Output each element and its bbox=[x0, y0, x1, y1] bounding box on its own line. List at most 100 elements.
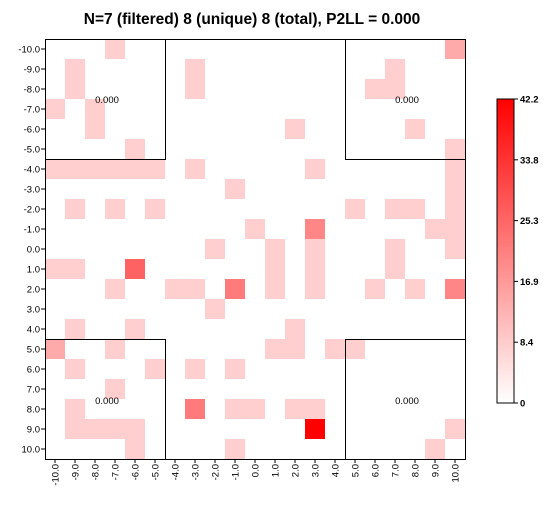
x-axis-ticks: -10.0 -9.0 -8.0 -7.0 -6.0 -5.0 -4.0 -3.0 -2.0 -1.… bbox=[51, 459, 462, 486]
heatmap-cell bbox=[305, 419, 325, 439]
heatmap-cell bbox=[185, 359, 205, 379]
y-tick-label: -7.0 bbox=[24, 105, 40, 116]
heatmap-cell bbox=[325, 339, 345, 359]
heatmap-cell bbox=[445, 179, 465, 199]
y-tick-label: 0.0 bbox=[27, 245, 40, 256]
y-tick-label: 4.0 bbox=[27, 325, 40, 336]
heatmap-cell bbox=[265, 239, 285, 259]
x-tick-label: -1.0 bbox=[231, 464, 242, 480]
heatmap-cell bbox=[285, 399, 305, 419]
heatmap-cell bbox=[145, 199, 165, 219]
heatmap-cell bbox=[45, 99, 65, 119]
heatmap-cell bbox=[265, 259, 285, 279]
x-tick-label: 8.0 bbox=[411, 464, 422, 477]
heatmap-cell bbox=[385, 239, 405, 259]
heatmap-cell bbox=[365, 79, 385, 99]
y-tick-label: 3.0 bbox=[27, 305, 40, 316]
heatmap-cell bbox=[65, 259, 85, 279]
heatmap-cell bbox=[185, 79, 205, 99]
colorbar: 0 8.4 16.9 25.3 33.8 42.2 bbox=[496, 95, 539, 410]
heatmap-cell bbox=[405, 119, 425, 139]
heatmap-cell bbox=[45, 339, 65, 359]
heatmap-cell bbox=[285, 119, 305, 139]
x-tick-label: 4.0 bbox=[331, 464, 342, 477]
heatmap-cell bbox=[65, 159, 85, 179]
x-tick-label: 5.0 bbox=[351, 464, 362, 477]
heatmap-cell bbox=[105, 379, 125, 399]
corner-label: 0.000 bbox=[95, 396, 119, 407]
heatmap-cell bbox=[225, 399, 245, 419]
heatmap-cell bbox=[45, 159, 65, 179]
heatmap-cell bbox=[285, 339, 305, 359]
y-tick-label: 8.0 bbox=[27, 405, 40, 416]
colorbar-tick-label: 42.2 bbox=[520, 95, 539, 106]
heatmap-cell bbox=[385, 199, 405, 219]
x-tick-label: 3.0 bbox=[311, 464, 322, 477]
y-tick-label: -1.0 bbox=[24, 225, 40, 236]
heatmap-cell bbox=[125, 439, 145, 459]
heatmap-cell bbox=[225, 279, 245, 299]
heatmap-cell bbox=[85, 419, 105, 439]
y-axis-ticks: -10.0 -9.0 -8.0 -7.0 -6.0 -5.0 -4.0 -3.0 -2.0 -1.… bbox=[18, 45, 45, 456]
heatmap-cell bbox=[265, 279, 285, 299]
heatmap-cell bbox=[105, 39, 125, 59]
heatmap-cell bbox=[445, 279, 465, 299]
heatmap-cell bbox=[385, 79, 405, 99]
heatmap-cell bbox=[345, 199, 365, 219]
x-tick-label: 6.0 bbox=[371, 464, 382, 477]
heatmap-cell bbox=[125, 419, 145, 439]
heatmap-cell bbox=[445, 419, 465, 439]
heatmap-cell bbox=[145, 359, 165, 379]
x-tick-label: 10.0 bbox=[451, 464, 462, 483]
heatmap-cell bbox=[345, 339, 365, 359]
heatmap-cell bbox=[145, 159, 165, 179]
y-tick-label: 10.0 bbox=[22, 445, 41, 456]
heatmap-cell bbox=[65, 419, 85, 439]
heatmap-cell bbox=[445, 39, 465, 59]
y-tick-label: 2.0 bbox=[27, 285, 40, 296]
heatmap-cell bbox=[265, 339, 285, 359]
y-tick-label: 7.0 bbox=[27, 385, 40, 396]
y-tick-label: -8.0 bbox=[24, 85, 40, 96]
heatmap-cell bbox=[405, 279, 425, 299]
heatmap-cell bbox=[165, 279, 185, 299]
heatmap-cell bbox=[45, 259, 65, 279]
heatmap-cell bbox=[445, 239, 465, 259]
colorbar-ticks: 0 8.4 16.9 25.3 33.8 42.2 bbox=[514, 95, 539, 410]
heatmap-cell bbox=[105, 199, 125, 219]
heatmap-cell bbox=[65, 59, 85, 79]
x-tick-label: -8.0 bbox=[91, 464, 102, 480]
colorbar-tick-label: 16.9 bbox=[520, 277, 539, 288]
heatmap-cell bbox=[185, 159, 205, 179]
y-tick-label: -2.0 bbox=[24, 205, 40, 216]
heatmap-cell bbox=[105, 279, 125, 299]
heatmap-cell bbox=[385, 259, 405, 279]
heatmap-cell bbox=[125, 259, 145, 279]
heatmap-cell bbox=[245, 399, 265, 419]
heatmap-cell bbox=[245, 219, 265, 239]
heatmap-cell bbox=[305, 219, 325, 239]
heatmap-cell bbox=[85, 119, 105, 139]
heatmap-cell bbox=[205, 299, 225, 319]
corner-label: 0.000 bbox=[395, 396, 419, 407]
heatmap-cell bbox=[425, 439, 445, 459]
x-tick-label: 9.0 bbox=[431, 464, 442, 477]
colorbar-tick-label: 33.8 bbox=[520, 155, 539, 166]
y-tick-label: 6.0 bbox=[27, 365, 40, 376]
y-tick-label: -3.0 bbox=[24, 185, 40, 196]
heatmap-cell bbox=[285, 319, 305, 339]
y-tick-label: -6.0 bbox=[24, 125, 40, 136]
corner-label: 0.000 bbox=[95, 95, 119, 106]
heatmap-cell bbox=[65, 359, 85, 379]
y-tick-label: 9.0 bbox=[27, 425, 40, 436]
colorbar-tick-label: 25.3 bbox=[520, 216, 539, 227]
x-tick-label: -6.0 bbox=[131, 464, 142, 480]
x-tick-label: -4.0 bbox=[171, 464, 182, 480]
heatmap-cell bbox=[125, 139, 145, 159]
heatmap-cell bbox=[65, 199, 85, 219]
x-tick-label: -9.0 bbox=[71, 464, 82, 480]
heatmap-cell bbox=[225, 179, 245, 199]
x-tick-label: -10.0 bbox=[51, 464, 62, 486]
y-tick-label: -5.0 bbox=[24, 145, 40, 156]
